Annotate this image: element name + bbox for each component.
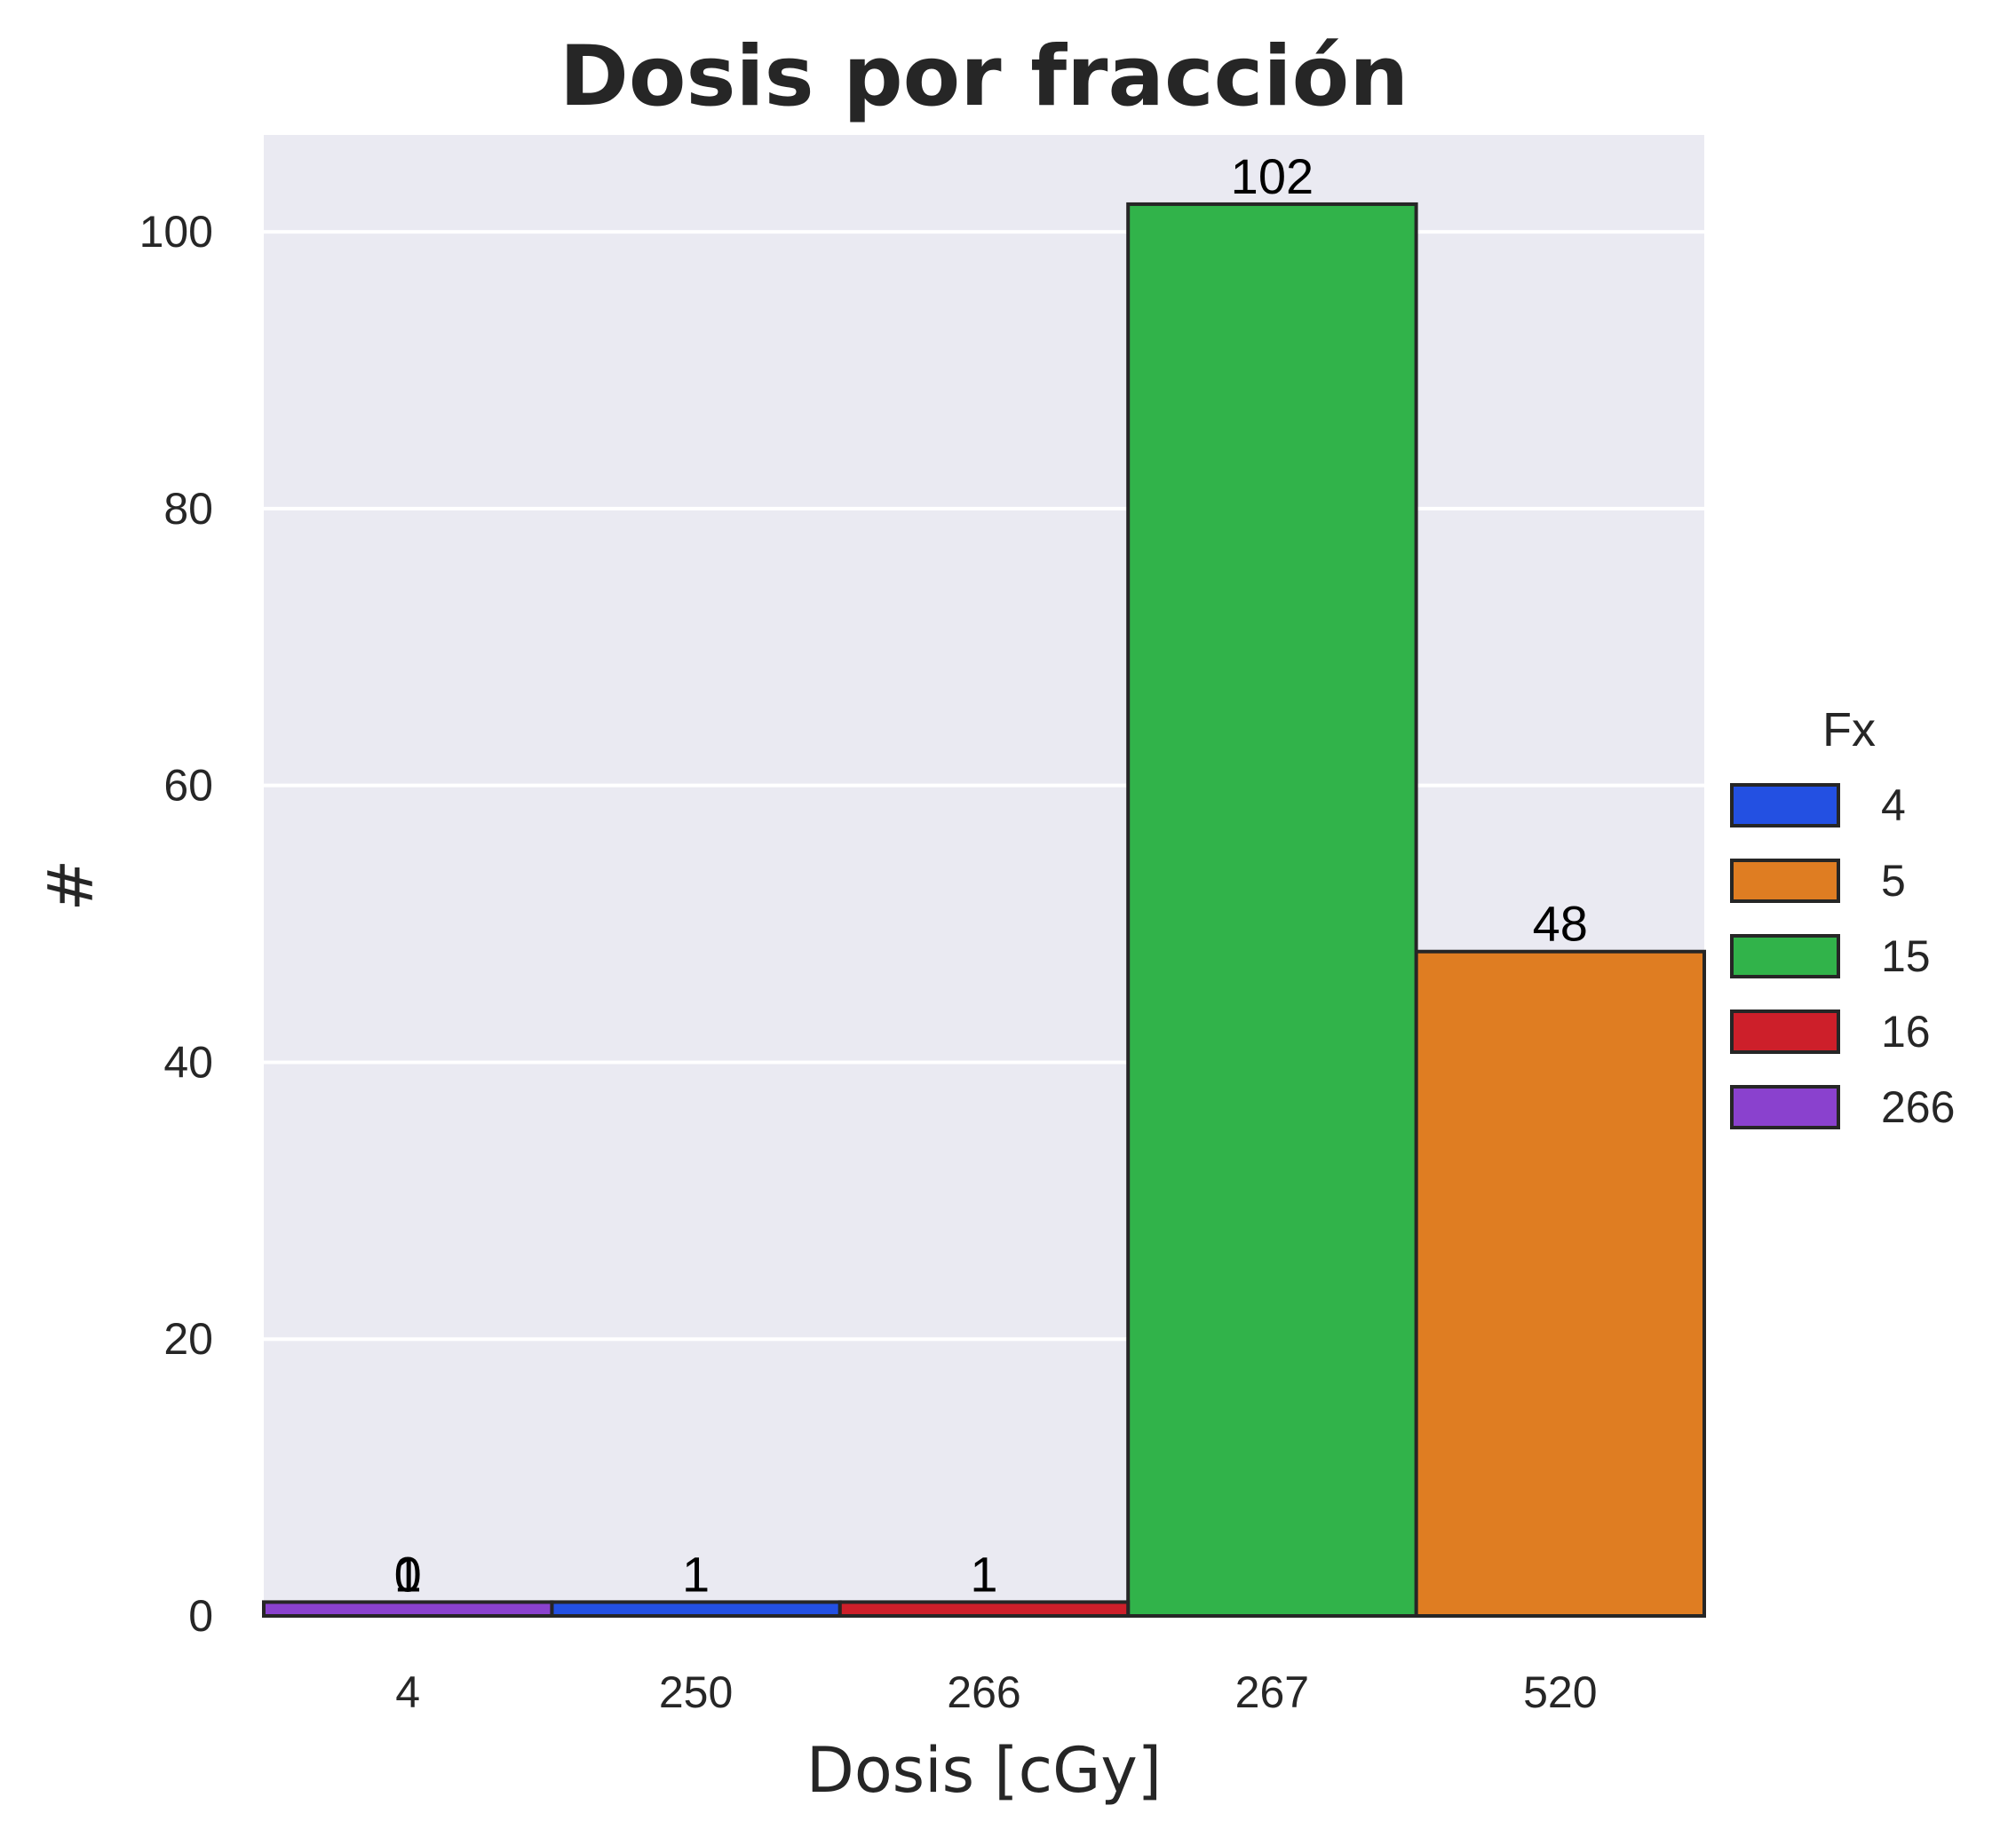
y-tick-label: 100 — [139, 207, 213, 257]
x-tick-label: 266 — [947, 1667, 1020, 1717]
y-tick-label: 0 — [188, 1591, 213, 1641]
legend-swatch — [1730, 1010, 1840, 1054]
bar-value-label: 48 — [1533, 896, 1588, 952]
legend-label: 5 — [1881, 856, 1906, 906]
legend-label: 266 — [1881, 1082, 1955, 1132]
bar-value-label: 1 — [394, 1546, 422, 1602]
bar-value-label: 1 — [970, 1546, 997, 1602]
bar-value-label: 1 — [682, 1546, 710, 1602]
legend-swatch — [1730, 934, 1840, 978]
x-tick-label: 4 — [395, 1667, 420, 1717]
legend-swatch — [1730, 859, 1840, 903]
y-axis-label: # — [35, 859, 107, 912]
bar-5-520 — [1414, 949, 1706, 1618]
x-axis-label: Dosis [cGy] — [806, 1734, 1162, 1807]
bar-value-label: 102 — [1231, 148, 1314, 204]
bar-266-4 — [262, 1600, 554, 1619]
y-tick-label: 80 — [163, 484, 213, 534]
bars — [262, 202, 1706, 1619]
bar-value-label: 0 — [394, 1546, 422, 1602]
legend-swatch — [1730, 783, 1840, 827]
x-tick-label: 250 — [659, 1667, 733, 1717]
legend: Fx 4 5 15 16 266 — [1730, 703, 1955, 1132]
x-tick-label: 520 — [1523, 1667, 1597, 1717]
x-tick-label: 267 — [1235, 1667, 1309, 1717]
y-tick-label: 20 — [163, 1314, 213, 1364]
bar-4-250 — [550, 1600, 842, 1619]
y-tick-label: 60 — [163, 761, 213, 811]
chart-title: Dosis por fracción — [560, 28, 1409, 125]
legend-swatch — [1730, 1085, 1840, 1129]
bar-16-266 — [837, 1600, 1131, 1619]
bar-15-267 — [1126, 202, 1418, 1618]
legend-label: 4 — [1881, 780, 1906, 830]
legend-label: 15 — [1881, 931, 1931, 981]
legend-title: Fx — [1822, 703, 1876, 756]
y-tick-label: 40 — [163, 1037, 213, 1087]
x-axis-ticks: 4 250 266 267 520 — [395, 1667, 1597, 1717]
legend-label: 16 — [1881, 1007, 1931, 1057]
y-axis-ticks: 0 20 40 60 80 100 — [139, 207, 213, 1641]
